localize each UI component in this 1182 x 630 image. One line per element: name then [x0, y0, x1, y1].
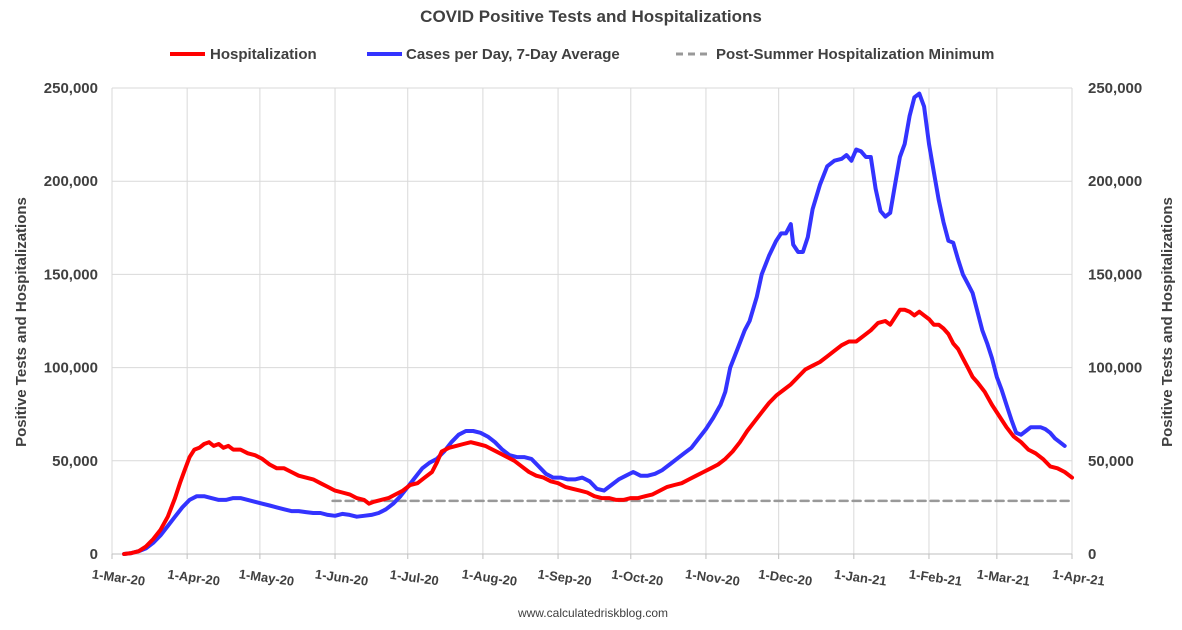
y-tick-label-left: 50,000	[52, 453, 98, 470]
y-tick-label-left: 250,000	[44, 80, 98, 97]
legend-label-hospitalization: Hospitalization	[210, 46, 317, 63]
series-group	[122, 91, 1074, 556]
x-tick-label: 1-Dec-20	[757, 566, 813, 588]
legend-label-minimum: Post-Summer Hospitalization Minimum	[716, 46, 994, 63]
y-axis-title-right: Positive Tests and Hospitalizations	[1159, 197, 1176, 447]
x-tick-label: 1-Sep-20	[537, 566, 593, 588]
x-tick-label: 1-Nov-20	[684, 566, 740, 588]
x-tick-label: 1-Jun-20	[314, 566, 369, 588]
x-tick-label: 1-May-20	[238, 566, 295, 589]
x-tick-label: 1-Jul-20	[389, 567, 440, 589]
legend: Hospitalization Cases per Day, 7-Day Ave…	[170, 46, 994, 63]
y-tick-label-right: 100,000	[1088, 360, 1142, 377]
y-axis-left: 0 50,000 100,000 150,000 200,000 250,000	[44, 80, 98, 563]
x-tick-label: 1-Mar-21	[976, 566, 1031, 588]
y-tick-label-left: 150,000	[44, 266, 98, 283]
y-tick-label-right: 150,000	[1088, 266, 1142, 283]
x-tick-label: 1-Apr-20	[167, 566, 221, 588]
y-tick-label-right: 0	[1088, 546, 1096, 563]
y-tick-label-left: 200,000	[44, 173, 98, 190]
y-axis-title-left: Positive Tests and Hospitalizations	[13, 197, 30, 447]
legend-label-cases: Cases per Day, 7-Day Average	[406, 46, 620, 63]
series-line-cases	[122, 91, 1067, 556]
y-tick-label-right: 250,000	[1088, 80, 1142, 97]
x-tick-label: 1-Aug-20	[461, 566, 518, 589]
x-axis: 1-Mar-20 1-Apr-20 1-May-20 1-Jun-20 1-Jul-20…	[91, 554, 1106, 589]
x-tick-label: 1-Feb-21	[908, 566, 963, 588]
x-tick-label: 1-Apr-21	[1051, 566, 1105, 588]
legend-item-hospitalization[interactable]: Hospitalization	[170, 46, 317, 63]
legend-item-minimum[interactable]: Post-Summer Hospitalization Minimum	[676, 46, 994, 63]
y-tick-label-left: 0	[90, 546, 98, 563]
source-credit: www.calculatedriskblog.com	[517, 606, 668, 620]
y-tick-label-left: 100,000	[44, 360, 98, 377]
chart-title: COVID Positive Tests and Hospitalization…	[420, 7, 762, 26]
legend-item-cases[interactable]: Cases per Day, 7-Day Average	[367, 46, 620, 63]
y-tick-label-right: 50,000	[1088, 453, 1134, 470]
x-tick-label: 1-Mar-20	[91, 566, 146, 588]
y-tick-label-right: 200,000	[1088, 173, 1142, 190]
x-tick-label: 1-Oct-20	[611, 566, 665, 588]
y-axis-right: 0 50,000 100,000 150,000 200,000 250,000	[1088, 80, 1142, 563]
series-line-hospitalization	[122, 307, 1074, 556]
x-tick-label: 1-Jan-21	[833, 566, 887, 588]
